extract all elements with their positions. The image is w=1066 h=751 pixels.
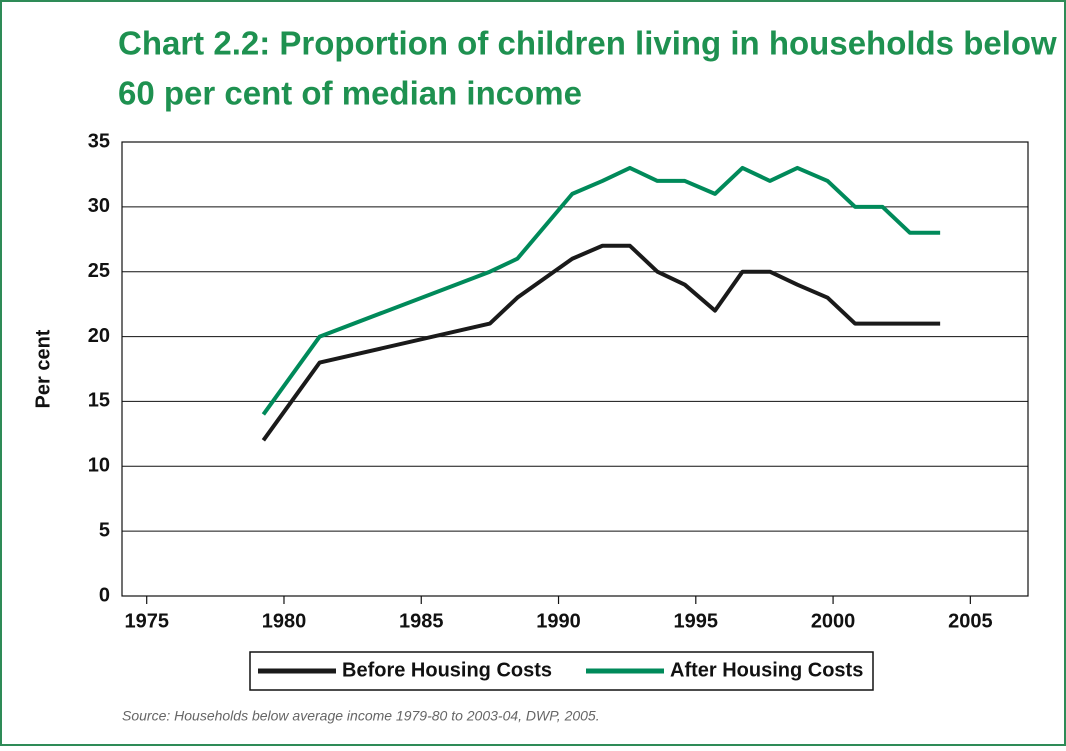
y-tick-label: 35: [88, 130, 110, 152]
chart-title: 60 per cent of median income: [118, 75, 582, 112]
x-tick-label: 2005: [948, 610, 993, 632]
x-tick-label: 1990: [536, 610, 581, 632]
y-tick-label: 10: [88, 455, 110, 477]
y-tick-label: 30: [88, 195, 110, 217]
source: Source: Households below average income …: [122, 708, 600, 724]
x-tick-label: 1980: [262, 610, 307, 632]
y-tick-label: 20: [88, 325, 110, 347]
line-series: [261, 165, 941, 416]
legend: [249, 651, 874, 691]
x-tick-label: 1975: [124, 610, 169, 632]
y-tick-label: 5: [99, 519, 110, 541]
x-tick-label: 1995: [674, 610, 719, 632]
y-tick-label: 25: [88, 260, 110, 282]
legend-label: After Housing Costs: [670, 659, 863, 681]
x-tick-label: 2000: [811, 610, 856, 632]
x-tick-label: 1985: [399, 610, 444, 632]
y-tick-label: 0: [99, 584, 110, 606]
y-axis-label: Per cent: [32, 329, 54, 408]
legend-label: Before Housing Costs: [342, 659, 552, 681]
chart-title: Chart 2.2: Proportion of children living…: [118, 25, 1057, 62]
y-tick-label: 15: [88, 390, 110, 412]
line-series: [261, 243, 941, 442]
